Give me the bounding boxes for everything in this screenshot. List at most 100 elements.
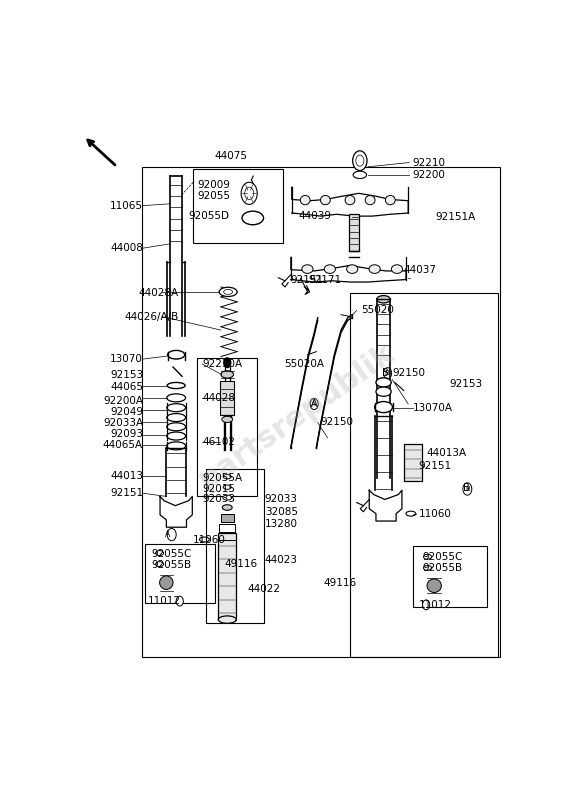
Ellipse shape bbox=[386, 195, 395, 205]
Text: partsrepublik: partsrepublik bbox=[193, 338, 399, 494]
Text: 44075: 44075 bbox=[215, 151, 248, 162]
Text: 92033: 92033 bbox=[265, 494, 298, 505]
Text: 44065A: 44065A bbox=[103, 440, 143, 450]
Text: 92151: 92151 bbox=[291, 274, 324, 285]
Text: 92055C: 92055C bbox=[151, 549, 191, 558]
Bar bbox=[197, 358, 257, 496]
Bar bbox=[145, 545, 214, 603]
Text: 92055: 92055 bbox=[198, 191, 231, 202]
Text: 49116: 49116 bbox=[323, 578, 356, 588]
Ellipse shape bbox=[376, 387, 391, 396]
Text: 92093: 92093 bbox=[110, 429, 143, 439]
Text: 55020: 55020 bbox=[361, 306, 394, 315]
Ellipse shape bbox=[219, 287, 237, 297]
Text: 44065: 44065 bbox=[110, 382, 143, 392]
Text: 92171: 92171 bbox=[309, 274, 342, 285]
Text: 92055D: 92055D bbox=[188, 211, 229, 221]
Ellipse shape bbox=[199, 537, 209, 542]
Bar bbox=[193, 169, 283, 242]
Text: 44013: 44013 bbox=[110, 471, 143, 481]
Text: 11012: 11012 bbox=[418, 600, 451, 610]
Ellipse shape bbox=[242, 211, 264, 225]
Text: 44023: 44023 bbox=[265, 555, 298, 565]
Text: A: A bbox=[311, 401, 316, 407]
Text: 44028A: 44028A bbox=[139, 288, 179, 298]
Circle shape bbox=[356, 155, 364, 166]
Ellipse shape bbox=[345, 195, 355, 205]
Ellipse shape bbox=[155, 562, 164, 566]
Text: A: A bbox=[165, 530, 171, 539]
Text: B: B bbox=[383, 368, 389, 378]
Circle shape bbox=[176, 596, 183, 606]
Text: 92033A: 92033A bbox=[103, 418, 143, 428]
Ellipse shape bbox=[376, 378, 391, 387]
Text: 92055B: 92055B bbox=[151, 560, 191, 570]
Text: 44008: 44008 bbox=[110, 243, 143, 253]
Circle shape bbox=[241, 182, 257, 205]
Text: 92009: 92009 bbox=[198, 180, 231, 190]
Ellipse shape bbox=[375, 402, 392, 413]
Ellipse shape bbox=[223, 505, 232, 510]
Text: 49116: 49116 bbox=[225, 559, 258, 569]
Text: 92153: 92153 bbox=[110, 370, 143, 380]
Ellipse shape bbox=[160, 576, 173, 590]
Ellipse shape bbox=[347, 265, 358, 274]
Text: 92210: 92210 bbox=[413, 158, 446, 167]
Ellipse shape bbox=[320, 195, 330, 205]
Bar bbox=[142, 167, 500, 657]
Text: 32085: 32085 bbox=[265, 507, 298, 517]
Text: 92200: 92200 bbox=[413, 170, 446, 180]
Bar bbox=[350, 293, 498, 657]
Text: 13280: 13280 bbox=[265, 519, 298, 529]
Bar bbox=[206, 469, 264, 622]
Ellipse shape bbox=[224, 290, 232, 294]
Text: 44039: 44039 bbox=[298, 211, 331, 221]
Circle shape bbox=[224, 358, 231, 368]
Text: 92055A: 92055A bbox=[202, 473, 242, 483]
Ellipse shape bbox=[424, 566, 432, 570]
Text: B: B bbox=[385, 370, 390, 376]
Bar bbox=[219, 524, 235, 531]
Circle shape bbox=[423, 600, 429, 610]
Ellipse shape bbox=[406, 511, 416, 516]
Text: 11065: 11065 bbox=[110, 201, 143, 210]
Text: 44026/A/B: 44026/A/B bbox=[125, 311, 179, 322]
Text: 11060: 11060 bbox=[192, 534, 225, 545]
Ellipse shape bbox=[167, 414, 186, 422]
Text: 92153: 92153 bbox=[450, 378, 483, 389]
Bar bbox=[349, 214, 359, 251]
Text: 11060: 11060 bbox=[418, 509, 451, 518]
Text: 92210A: 92210A bbox=[202, 359, 242, 369]
Ellipse shape bbox=[302, 265, 313, 274]
Ellipse shape bbox=[300, 195, 310, 205]
Ellipse shape bbox=[427, 579, 442, 593]
Ellipse shape bbox=[167, 442, 186, 450]
Ellipse shape bbox=[223, 495, 232, 500]
Text: 44037: 44037 bbox=[403, 266, 437, 275]
Ellipse shape bbox=[391, 265, 403, 274]
Text: 92033: 92033 bbox=[202, 494, 235, 505]
Text: B: B bbox=[465, 486, 470, 492]
Ellipse shape bbox=[424, 554, 432, 559]
Ellipse shape bbox=[168, 350, 185, 359]
Ellipse shape bbox=[223, 474, 231, 479]
Text: 55020A: 55020A bbox=[284, 359, 324, 369]
Circle shape bbox=[353, 151, 367, 170]
Ellipse shape bbox=[167, 394, 186, 402]
Text: 92055C: 92055C bbox=[423, 552, 463, 562]
Text: 44028: 44028 bbox=[202, 393, 235, 403]
Ellipse shape bbox=[365, 195, 375, 205]
Bar bbox=[221, 514, 234, 522]
Ellipse shape bbox=[324, 265, 335, 274]
Ellipse shape bbox=[369, 265, 380, 274]
Text: 92151: 92151 bbox=[110, 488, 143, 498]
Ellipse shape bbox=[222, 416, 232, 422]
Ellipse shape bbox=[167, 432, 186, 440]
Ellipse shape bbox=[167, 404, 186, 412]
Text: 11012: 11012 bbox=[147, 596, 180, 606]
Text: 92150: 92150 bbox=[392, 368, 425, 378]
Text: 92200A: 92200A bbox=[103, 396, 143, 406]
Ellipse shape bbox=[223, 485, 231, 490]
Text: 13070: 13070 bbox=[110, 354, 143, 364]
Text: 92055B: 92055B bbox=[423, 563, 462, 574]
